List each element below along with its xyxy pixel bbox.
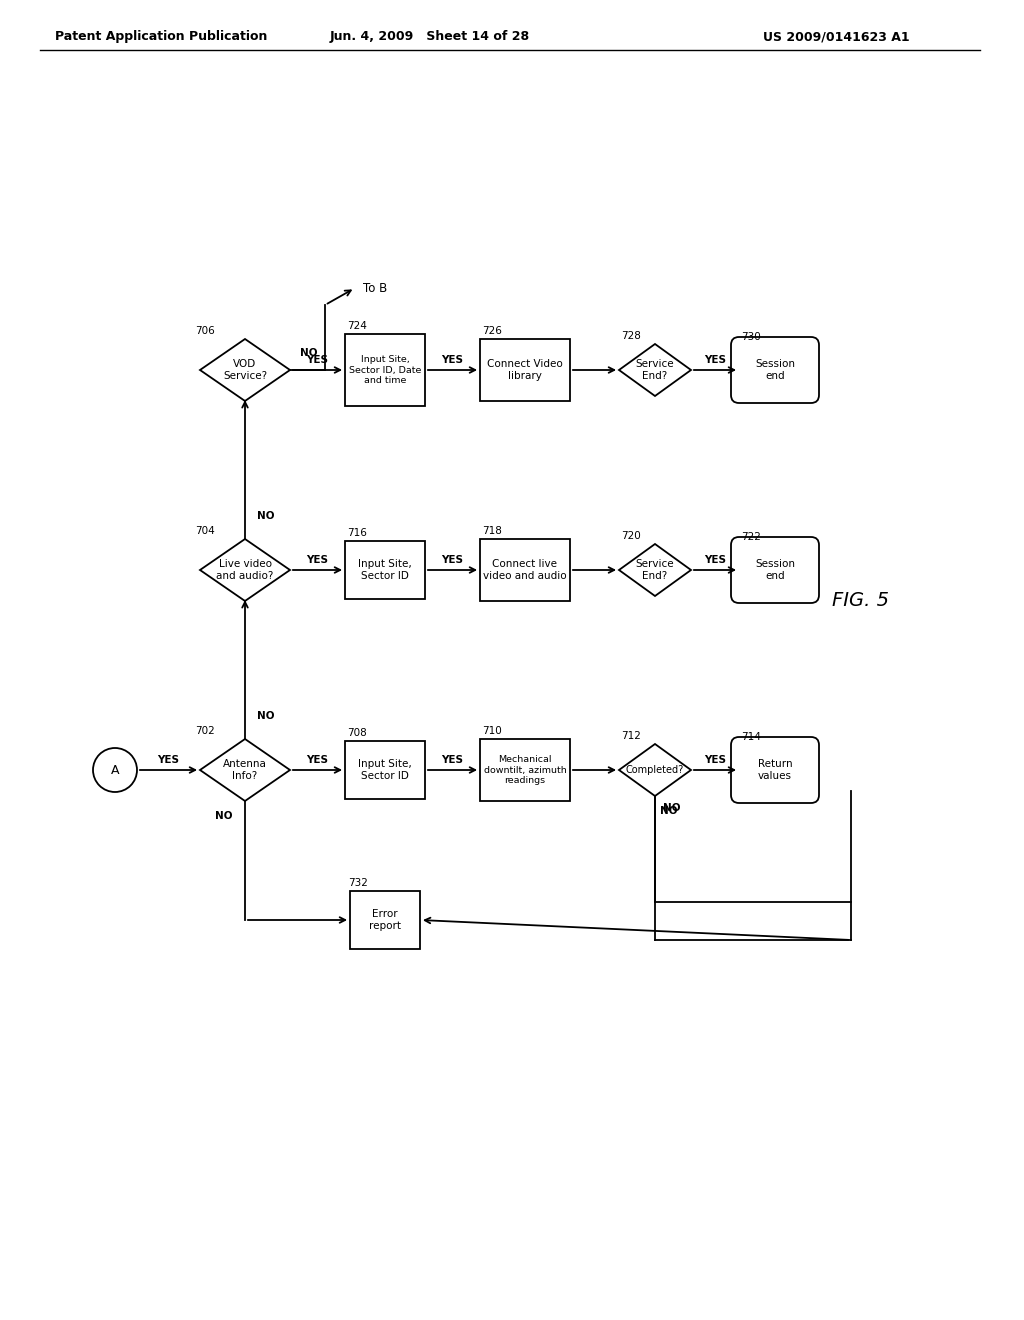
Text: Session
end: Session end [755, 560, 795, 581]
Text: 726: 726 [482, 326, 502, 337]
Text: 704: 704 [195, 525, 215, 536]
Text: NO: NO [257, 511, 274, 521]
Text: NO: NO [300, 348, 317, 358]
Text: Mechanical
downtilt, azimuth
readings: Mechanical downtilt, azimuth readings [483, 755, 566, 785]
Text: 724: 724 [347, 321, 367, 331]
Text: Jun. 4, 2009   Sheet 14 of 28: Jun. 4, 2009 Sheet 14 of 28 [330, 30, 530, 44]
Text: YES: YES [705, 755, 726, 766]
Text: Input Site,
Sector ID: Input Site, Sector ID [358, 759, 412, 781]
Text: Live video
and audio?: Live video and audio? [216, 560, 273, 581]
Text: 710: 710 [482, 726, 502, 737]
Text: 732: 732 [348, 878, 368, 888]
Text: 712: 712 [621, 731, 641, 741]
Text: Service
End?: Service End? [636, 560, 675, 581]
Text: YES: YES [306, 755, 329, 766]
Text: To B: To B [362, 281, 387, 294]
Text: Antenna
Info?: Antenna Info? [223, 759, 267, 781]
Text: YES: YES [306, 355, 329, 366]
Text: 716: 716 [347, 528, 367, 539]
Text: 730: 730 [741, 333, 761, 342]
Text: 708: 708 [347, 729, 367, 738]
Text: VOD
Service?: VOD Service? [223, 359, 267, 380]
Text: YES: YES [306, 554, 329, 565]
Text: YES: YES [441, 755, 464, 766]
Text: Connect Video
library: Connect Video library [487, 359, 563, 380]
Text: Completed?: Completed? [626, 766, 684, 775]
Text: YES: YES [441, 554, 464, 565]
Text: 718: 718 [482, 525, 502, 536]
Text: NO: NO [660, 807, 678, 816]
Text: Patent Application Publication: Patent Application Publication [55, 30, 267, 44]
Text: US 2009/0141623 A1: US 2009/0141623 A1 [763, 30, 910, 44]
Text: Return
values: Return values [758, 759, 793, 781]
Text: 728: 728 [621, 331, 641, 341]
Text: 720: 720 [621, 531, 641, 541]
Text: NO: NO [257, 711, 274, 721]
Text: YES: YES [705, 554, 726, 565]
Text: Session
end: Session end [755, 359, 795, 380]
Text: 722: 722 [741, 532, 761, 543]
Text: Input Site,
Sector ID: Input Site, Sector ID [358, 560, 412, 581]
Text: 702: 702 [195, 726, 215, 737]
Text: Connect live
video and audio: Connect live video and audio [483, 560, 567, 581]
Text: YES: YES [441, 355, 464, 366]
Text: Service
End?: Service End? [636, 359, 675, 380]
Text: YES: YES [705, 355, 726, 366]
Text: Input Site,
Sector ID, Date
and time: Input Site, Sector ID, Date and time [349, 355, 421, 385]
Text: FIG. 5: FIG. 5 [831, 590, 889, 610]
Text: NO: NO [215, 810, 233, 821]
Text: 706: 706 [195, 326, 215, 337]
Text: A: A [111, 763, 119, 776]
Text: Error
report: Error report [369, 909, 401, 931]
Text: YES: YES [158, 755, 179, 766]
Text: NO: NO [663, 803, 681, 813]
Text: 714: 714 [741, 733, 761, 742]
